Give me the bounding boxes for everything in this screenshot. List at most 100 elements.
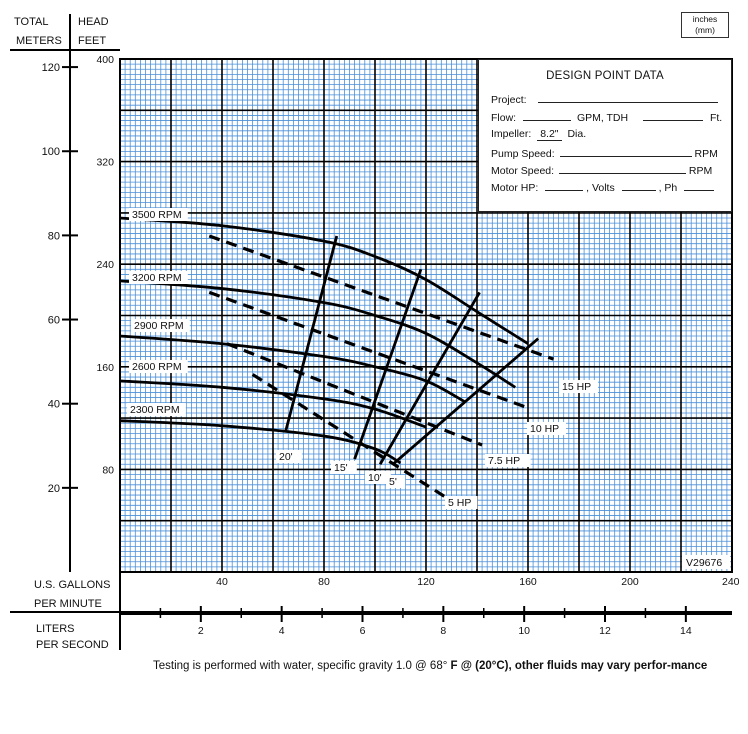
rpm-curve-2900rpm — [119, 334, 465, 403]
dp-motor-hp-label: Motor HP: — [491, 182, 539, 194]
total-label: TOTAL — [14, 16, 48, 28]
y-tick-feet: 320 — [96, 157, 114, 169]
dp-project-field[interactable] — [537, 93, 718, 103]
dp-project-label: Project: — [491, 94, 527, 106]
npsh-label-5ft-bg — [386, 475, 406, 488]
x-tick-gpm: 120 — [417, 576, 435, 588]
x-tick-lps: 12 — [599, 625, 611, 637]
rpm-label-2300rpm-bg — [127, 403, 186, 416]
rpm-curve-3500rpm — [119, 216, 529, 345]
npsh-label-10ft: 10' — [368, 472, 382, 484]
rpm-label-2300rpm: 2300 RPM — [130, 404, 180, 416]
npsh-line-15ft — [353, 268, 423, 460]
dp-motor-rpm: RPM — [688, 165, 713, 177]
dp-dia: Dia. — [567, 128, 587, 140]
units-box: inches (mm) — [681, 12, 729, 38]
dp-motor-hp-field[interactable] — [545, 181, 584, 191]
dp-project-row: Project: — [491, 93, 718, 106]
dp-pump-rpm: RPM — [694, 148, 718, 160]
dp-motor-speed-field[interactable] — [558, 164, 686, 174]
rpm-curve-3200rpm — [119, 279, 517, 389]
npsh-line-20ft — [284, 235, 339, 432]
hp-label-15hp-bg — [559, 380, 598, 393]
rpm-label-3500rpm: 3500 RPM — [132, 209, 182, 221]
dp-ph: , Ph — [658, 182, 678, 194]
dp-volts-field[interactable] — [621, 181, 656, 191]
y-tick-meters: 120 — [42, 62, 60, 74]
dp-impeller-value: 8.2" — [537, 128, 562, 141]
gpm-label-2: PER MINUTE — [34, 598, 102, 610]
rpm-label-2600rpm: 2600 RPM — [132, 361, 182, 373]
plot-frame — [119, 58, 733, 573]
hp-label-15hp: 15 HP — [562, 381, 591, 393]
hp-label-5hp-bg — [445, 496, 478, 509]
dp-gpm-tdh: GPM, TDH — [576, 112, 629, 124]
x-tick-lps: 4 — [279, 625, 285, 637]
hp-label-75hp-bg — [485, 454, 531, 467]
x-tick-gpm: 160 — [519, 576, 537, 588]
dp-flow-label: Flow: — [491, 112, 517, 124]
dp-impeller-label: Impeller: — [491, 128, 532, 140]
hp-line-10hp — [208, 290, 529, 410]
dp-pump-speed-row: Pump Speed: RPM — [491, 147, 718, 160]
units-mm: (mm) — [695, 25, 715, 35]
x-tick-lps: 10 — [518, 625, 530, 637]
npsh-line-10ft — [378, 291, 481, 465]
y-tick-feet: 80 — [102, 464, 114, 476]
x-tick-lps: 8 — [440, 625, 446, 637]
head-label: HEAD — [78, 16, 109, 28]
hp-label-10hp-bg — [527, 422, 566, 435]
y-tick-meters: 60 — [48, 315, 60, 327]
dp-pump-speed-field[interactable] — [559, 147, 692, 157]
x-tick-lps: 2 — [198, 625, 204, 637]
hp-line-15hp — [208, 234, 555, 361]
y-tick-meters: 40 — [48, 399, 60, 411]
x-tick-lps: 6 — [360, 625, 366, 637]
dp-motor-speed-label: Motor Speed: — [491, 165, 555, 177]
rpm-curve-2300rpm — [119, 419, 402, 465]
npsh-label-5ft: 5' — [389, 476, 397, 488]
y-tick-meters: 20 — [48, 483, 60, 495]
dp-flow-field[interactable] — [523, 111, 572, 121]
x-tick-lps: 14 — [680, 625, 692, 637]
x-tick-gpm: 240 — [722, 576, 740, 588]
hp-label-5hp: 5 HP — [448, 497, 471, 509]
footnote: Testing is performed with water, specifi… — [153, 660, 733, 673]
footnote-normal: Testing is performed with water, specifi… — [153, 660, 451, 672]
y-tick-feet: 160 — [96, 362, 114, 374]
dp-ph-field[interactable] — [684, 181, 715, 191]
dp-tdh-field[interactable] — [643, 111, 704, 121]
npsh-label-15ft-bg — [331, 461, 357, 474]
npsh-line-5ft — [391, 337, 540, 466]
rpm-label-3200rpm: 3200 RPM — [132, 272, 182, 284]
footnote-bold: F @ (20°C), other fluids may vary perfor… — [450, 660, 708, 672]
units-inches: inches — [692, 14, 718, 24]
y-tick-feet: 400 — [96, 54, 114, 66]
dp-motor-speed-row: Motor Speed: RPM — [491, 164, 712, 177]
design-point-title: DESIGN POINT DATA — [546, 70, 664, 82]
feet-label: FEET — [78, 35, 106, 47]
gpm-label-1: U.S. GALLONS — [34, 579, 110, 591]
y-tick-feet: 240 — [96, 259, 114, 271]
hp-label-75hp: 7.5 HP — [488, 455, 520, 467]
rpm-label-2900rpm: 2900 RPM — [134, 320, 184, 332]
npsh-label-10ft-bg — [365, 471, 391, 484]
rpm-label-2600rpm-bg — [129, 360, 188, 373]
npsh-label-15ft: 15' — [334, 462, 348, 474]
x-tick-gpm: 80 — [318, 576, 330, 588]
y-tick-meters: 100 — [42, 146, 60, 158]
y-tick-meters: 80 — [48, 230, 60, 242]
dp-volts: , Volts — [586, 182, 615, 194]
rpm-curve-2600rpm — [119, 379, 427, 429]
x-tick-gpm: 200 — [621, 576, 639, 588]
hp-label-10hp: 10 HP — [530, 423, 559, 435]
npsh-label-20ft-bg — [276, 450, 302, 463]
rpm-label-2900rpm-bg — [131, 319, 190, 332]
code-bg — [682, 555, 730, 569]
dp-pump-speed-label: Pump Speed: — [491, 148, 555, 160]
lps-label-1: LITERS — [36, 623, 75, 635]
rpm-label-3200rpm-bg — [129, 271, 188, 284]
npsh-label-20ft: 20' — [279, 451, 293, 463]
dp-flow-row: Flow: GPM, TDH Ft. — [491, 111, 722, 124]
x-tick-gpm: 40 — [216, 576, 228, 588]
